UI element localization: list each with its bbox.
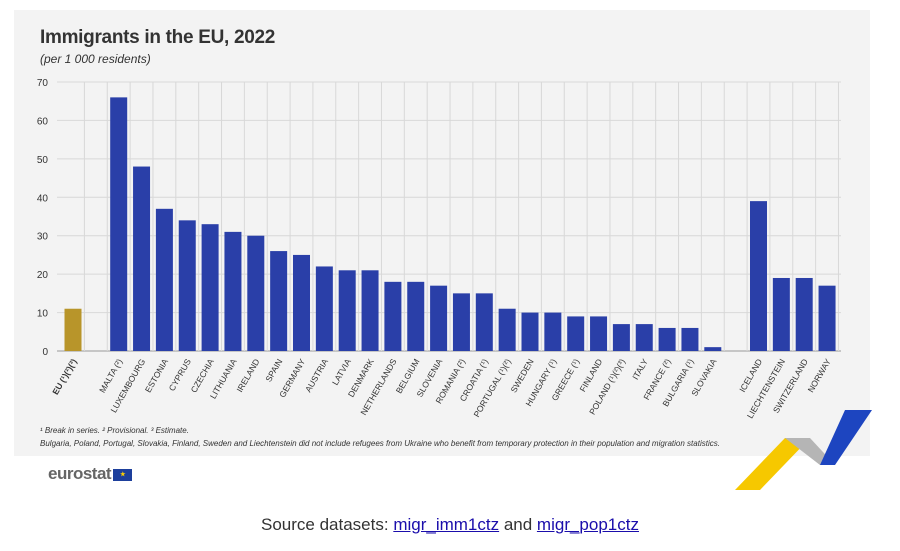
bar [544,312,562,351]
y-tick-label: 40 [37,193,49,204]
footnote-symbols: ¹ Break in series. ² Provisional. ³ Esti… [40,426,189,435]
bar [64,308,82,351]
y-tick-label: 10 [37,309,49,320]
x-tick-label: EU (¹)(²)(³) [50,357,79,396]
logo-text: eurostat [48,464,112,483]
eu-flag-icon: ★ [113,468,133,481]
bar [247,235,265,351]
x-tick-label: SPAIN [263,357,284,384]
y-tick-label: 50 [37,155,49,166]
y-tick-label: 20 [37,270,49,281]
bar [293,254,310,351]
bar [155,208,173,351]
source-mid: and [499,515,537,534]
source-prefix: Source datasets: [261,515,394,534]
bar [658,327,676,351]
x-tick-label: ITALY [630,357,650,382]
bar [772,277,790,351]
y-tick-label: 0 [42,347,48,358]
bar [750,201,767,351]
bar [704,347,722,351]
bar [635,324,653,351]
bar [795,277,813,351]
link-migr-pop1ctz[interactable]: migr_pop1ctz [536,515,639,534]
bar [270,251,288,351]
x-tick-label: LATVIA [330,357,353,387]
bar [110,97,128,351]
bar [498,308,516,351]
y-tick-label: 60 [37,116,49,127]
eurostat-ribbon-icon [735,410,872,490]
eurostat-logo: eurostat ★ [48,464,133,484]
bar [818,285,836,351]
chart-title: Immigrants in the EU, 2022 [40,27,276,48]
bar [475,293,493,351]
bar [612,324,630,351]
bar [315,266,333,351]
bar [361,270,379,351]
bar [590,316,608,351]
footnote-ukraine: Bulgaria, Poland, Portugal, Slovakia, Fi… [40,439,720,448]
bar [430,285,448,351]
bar [384,281,402,351]
link-migr-imm1ctz[interactable]: migr_imm1ctz [393,515,500,534]
x-tick-label: IRELAND [234,357,261,394]
source-line: Source datasets: migr_imm1ctz and migr_p… [0,515,900,535]
y-tick-label: 30 [37,232,49,243]
bar [407,281,425,351]
bar [224,231,242,351]
bar [133,166,151,351]
bar [452,293,470,351]
bar [681,327,699,351]
y-tick-label: 70 [37,78,49,89]
bar [201,224,219,351]
bar [178,220,196,351]
chart-subtitle: (per 1 000 residents) [40,52,151,66]
bar [567,316,585,351]
bar [338,270,356,351]
bar [521,312,539,351]
x-tick-label: AUSTRIA [303,357,330,394]
